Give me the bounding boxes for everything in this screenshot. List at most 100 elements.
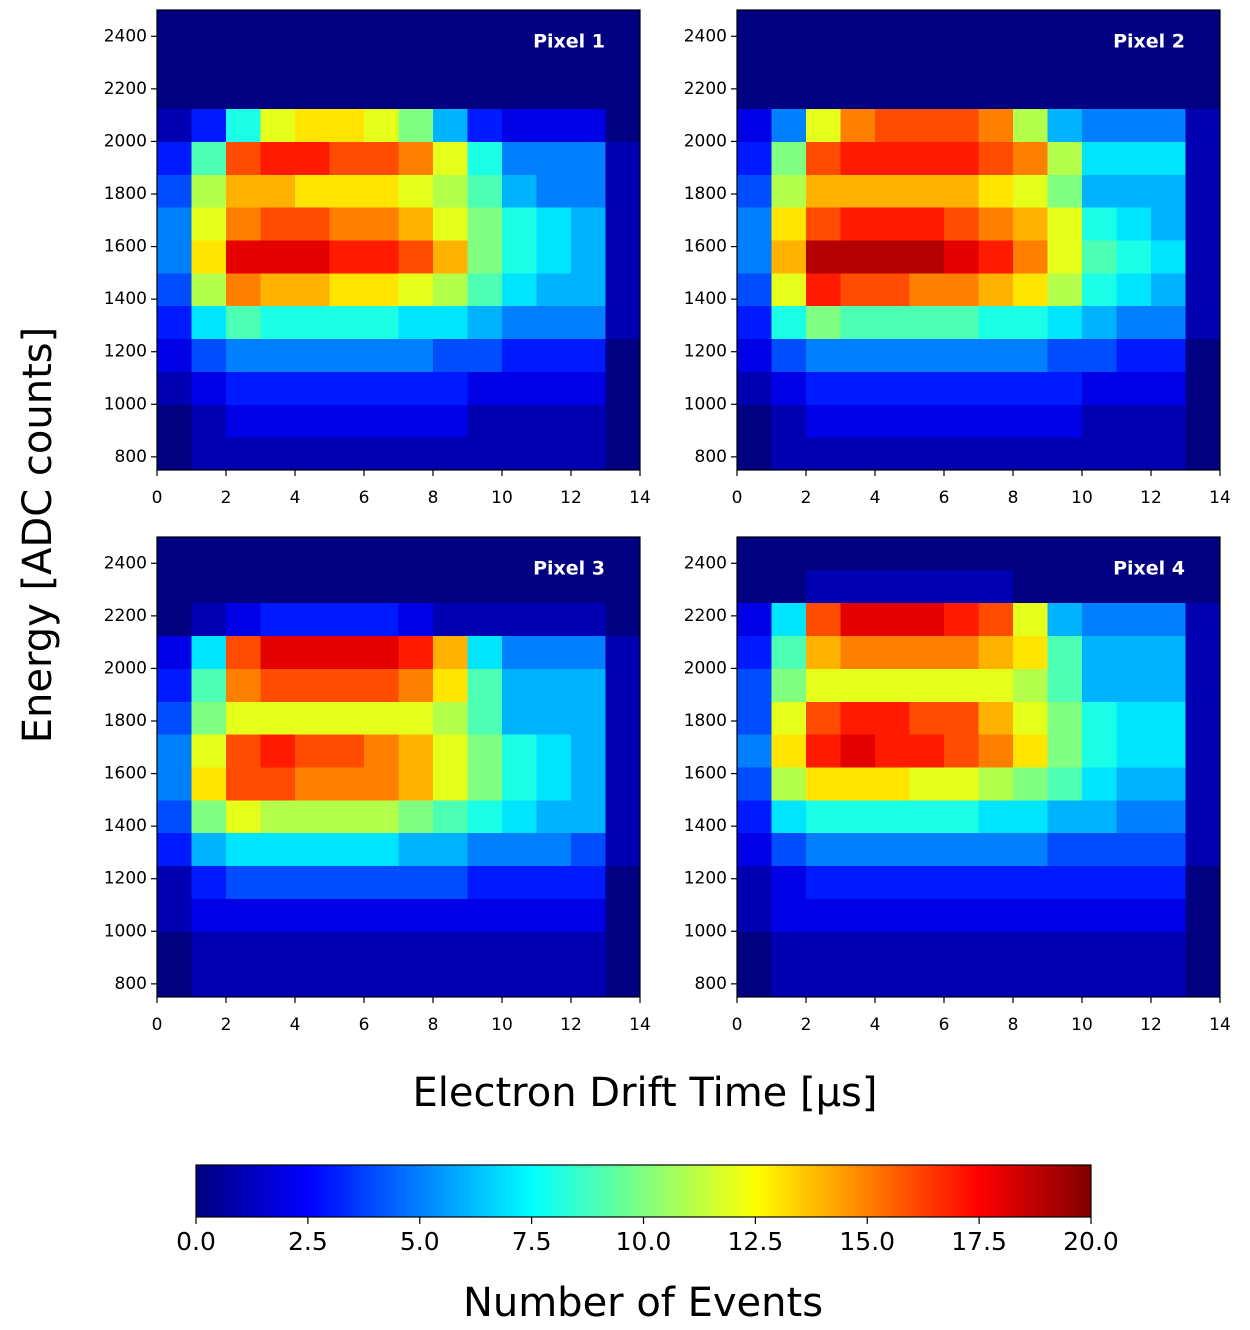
colorbar-swatch bbox=[759, 1165, 765, 1217]
colorbar-swatch bbox=[218, 1165, 224, 1217]
heatmap-cell bbox=[157, 437, 192, 471]
heatmap-cell bbox=[840, 701, 876, 735]
heatmap-cell bbox=[605, 898, 641, 932]
colorbar-swatch bbox=[254, 1165, 260, 1217]
heatmap-cell bbox=[433, 898, 468, 932]
heatmap-cell bbox=[295, 141, 330, 175]
heatmap-cell bbox=[536, 207, 572, 241]
heatmap-cell bbox=[536, 865, 572, 899]
y-axis-label: Energy [ADC counts] bbox=[15, 327, 61, 743]
heatmap-cell bbox=[226, 207, 261, 241]
heatmap-cell bbox=[1082, 602, 1117, 637]
x-tick-label: 14 bbox=[629, 1015, 651, 1035]
heatmap-cell bbox=[1047, 240, 1083, 274]
plot-frame bbox=[736, 9, 1221, 471]
colorbar-swatch bbox=[433, 1165, 439, 1217]
x-tick-label: 10 bbox=[491, 1015, 513, 1035]
heatmap-cell bbox=[909, 964, 945, 998]
heatmap-cell bbox=[295, 602, 330, 637]
heatmap-cell bbox=[1151, 569, 1186, 604]
heatmap-cell bbox=[875, 240, 910, 274]
heatmap-cell bbox=[875, 832, 910, 867]
heatmap-cell bbox=[1185, 75, 1221, 110]
heatmap-cell bbox=[157, 75, 192, 110]
heatmap-cell bbox=[1151, 635, 1186, 669]
heatmap-cell bbox=[398, 767, 434, 801]
heatmap-cell bbox=[1116, 734, 1152, 768]
heatmap-cell bbox=[909, 141, 945, 175]
colorbar-swatch bbox=[652, 1165, 658, 1217]
heatmap-cell bbox=[737, 272, 772, 307]
heatmap-cell bbox=[226, 898, 261, 932]
heatmap-cell bbox=[364, 10, 399, 44]
heatmap-cell bbox=[571, 569, 606, 604]
heatmap-cell bbox=[1116, 141, 1152, 175]
heatmap-cell bbox=[364, 799, 399, 834]
heatmap-cell bbox=[1082, 371, 1117, 405]
heatmap-cell bbox=[605, 174, 641, 208]
heatmap-cell bbox=[260, 207, 296, 241]
heatmap-cell bbox=[1047, 635, 1083, 669]
heatmap-cell bbox=[771, 240, 807, 274]
y-tick-label: 1000 bbox=[684, 394, 727, 414]
colorbar-swatch bbox=[222, 1165, 228, 1217]
heatmap-cell bbox=[1116, 799, 1152, 834]
heatmap-cell bbox=[502, 272, 537, 307]
colorbar-swatch bbox=[486, 1165, 492, 1217]
heatmap-cell bbox=[398, 174, 434, 208]
colorbar-swatch bbox=[764, 1165, 770, 1217]
panel-title: Pixel 2 bbox=[1113, 31, 1185, 53]
colorbar-swatch bbox=[974, 1165, 980, 1217]
y-tick-label: 2200 bbox=[104, 606, 147, 626]
heatmap-cell bbox=[737, 668, 772, 702]
colorbar-swatch bbox=[500, 1165, 506, 1217]
colorbar-swatch bbox=[674, 1165, 680, 1217]
heatmap-cell bbox=[157, 734, 192, 768]
heatmap-cell bbox=[737, 602, 772, 637]
heatmap-cell bbox=[295, 931, 330, 965]
heatmap-cell bbox=[571, 865, 606, 899]
heatmap-cell bbox=[1013, 635, 1048, 669]
y-tick-label: 2000 bbox=[104, 658, 147, 678]
heatmap-cell bbox=[840, 602, 876, 637]
heatmap-cell bbox=[1047, 734, 1083, 768]
heatmap-cell bbox=[329, 767, 365, 801]
heatmap-cell bbox=[571, 734, 606, 768]
heatmap-cell bbox=[771, 799, 807, 834]
heatmap-cell bbox=[398, 404, 434, 438]
x-tick-label: 12 bbox=[1140, 488, 1162, 508]
heatmap-cell bbox=[1116, 898, 1152, 932]
heatmap-cell bbox=[1082, 734, 1117, 768]
heatmap-cell bbox=[771, 75, 807, 110]
heatmap-cell bbox=[329, 42, 365, 77]
plot-frame bbox=[156, 9, 641, 471]
heatmap-cell bbox=[295, 404, 330, 438]
heatmap-cell bbox=[840, 207, 876, 241]
heatmap-cell bbox=[502, 42, 537, 77]
heatmap-cell bbox=[467, 437, 503, 471]
heatmap-cell bbox=[502, 701, 537, 735]
heatmap-cell bbox=[433, 10, 468, 44]
heatmap-cell bbox=[1185, 734, 1221, 768]
heatmap-cell bbox=[398, 305, 434, 340]
heatmap-cell bbox=[840, 767, 876, 801]
heatmap-cell bbox=[806, 108, 841, 142]
colorbar-swatch bbox=[495, 1165, 501, 1217]
heatmap-cell bbox=[329, 10, 365, 44]
heatmap-cell bbox=[1116, 404, 1152, 438]
heatmap-cell bbox=[364, 437, 399, 471]
heatmap-cell bbox=[433, 569, 468, 604]
heatmap-cell bbox=[329, 174, 365, 208]
heatmap-cell bbox=[536, 42, 572, 77]
heatmap-cell bbox=[467, 767, 503, 801]
colorbar-swatch bbox=[970, 1165, 976, 1217]
heatmap-cell bbox=[1151, 207, 1186, 241]
heatmap-cell bbox=[605, 141, 641, 175]
heatmap-cell bbox=[1047, 865, 1083, 899]
heatmap-cell bbox=[295, 338, 330, 372]
y-tick-label: 1000 bbox=[104, 921, 147, 941]
colorbar-swatch bbox=[920, 1165, 927, 1217]
heatmap-cell bbox=[502, 767, 537, 801]
colorbar-swatch bbox=[741, 1165, 748, 1217]
heatmap-cell bbox=[398, 42, 434, 77]
